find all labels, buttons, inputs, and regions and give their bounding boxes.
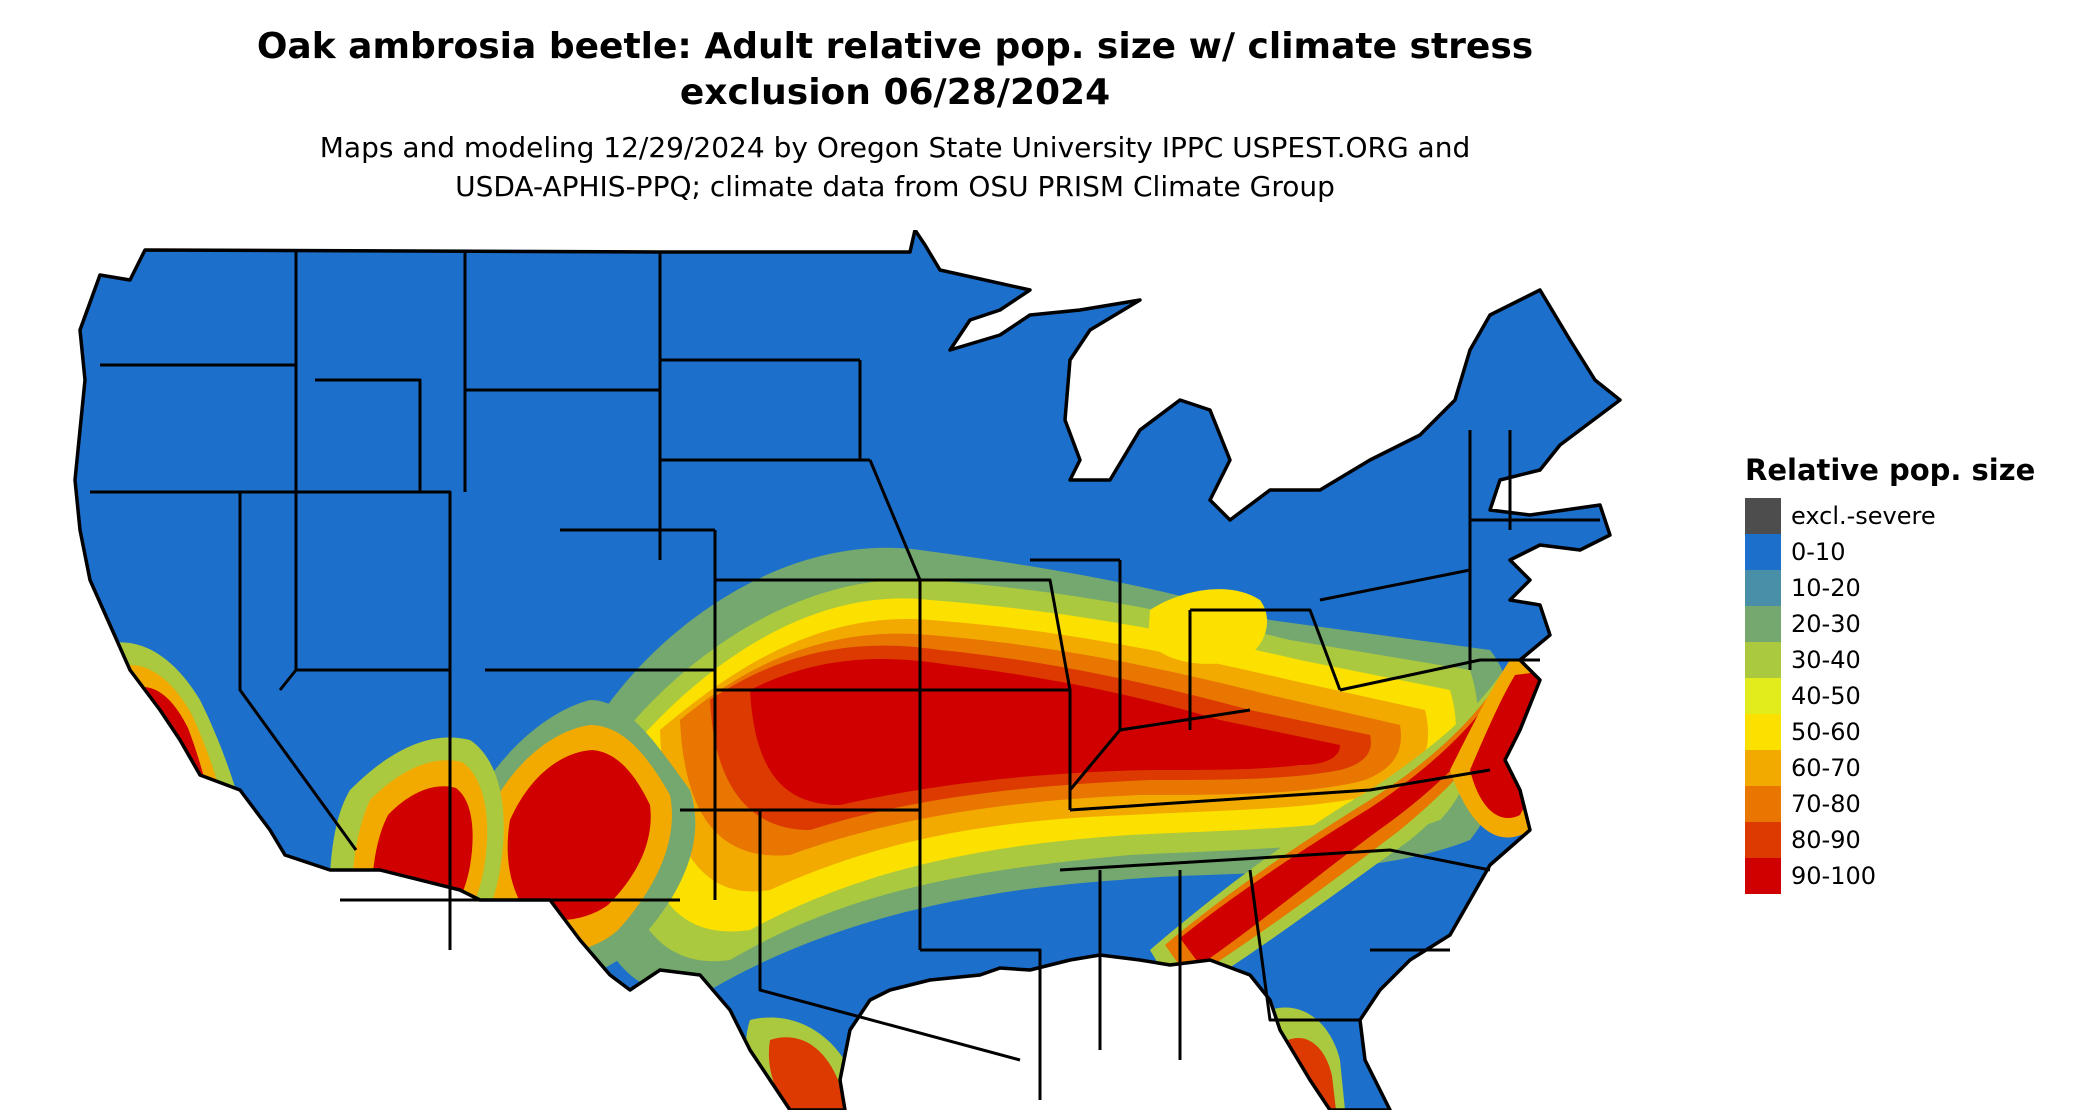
legend-item: 40-50 [1745,678,2085,714]
border-line [238,492,358,851]
border-line [758,810,1021,1062]
border-line [1059,848,1491,872]
border-line [1248,869,1360,1022]
legend-swatch [1745,534,1781,570]
border-line [240,490,452,670]
legend-item: 0-10 [1745,534,2085,570]
map-title-line-2: exclusion 06/28/2024 [679,72,1111,113]
legend-label: 80-90 [1791,826,1861,854]
legend-item: 80-90 [1745,822,2085,858]
legend-label: 30-40 [1791,646,1861,674]
legend-items: excl.-severe 0-10 10-20 20-30 30-40 40-50 50-6… [1745,498,2085,894]
us-outline-border [73,230,1622,1110]
border-line [920,948,1042,1100]
legend-item: 50-60 [1745,714,2085,750]
population-zone [768,1037,845,1110]
legend-item: 10-20 [1745,570,2085,606]
population-zone [507,750,651,920]
border-line [1119,708,1251,732]
map-subtitle: Maps and modeling 12/29/2024 by Oregon S… [190,128,1600,206]
legend-swatch [1745,642,1781,678]
legend-swatch [1745,678,1781,714]
population-zone [750,659,1340,805]
border-line [920,688,1072,810]
legend-label: 60-70 [1791,754,1861,782]
map-subtitle-line-2: USDA-APHIS-PPQ; climate data from OSU PR… [455,170,1335,203]
map-title: Oak ambrosia beetle: Adult relative pop.… [190,24,1600,116]
legend-item: excl.-severe [1745,498,2085,534]
legend-swatch [1745,858,1781,894]
legend-item: 90-100 [1745,858,2085,894]
legend-item: 70-80 [1745,786,2085,822]
midwest-belt-zone [578,547,1512,994]
border-line [1069,768,1491,812]
population-zone [1148,589,1268,664]
legend-swatch [1745,822,1781,858]
legend-label: 10-20 [1791,574,1861,602]
legend-swatch [1745,606,1781,642]
legend-label: 0-10 [1791,538,1846,566]
border-line [315,378,422,492]
legend: Relative pop. size excl.-severe 0-10 10-20… [1745,452,2085,894]
legend-item: 20-30 [1745,606,2085,642]
legend-title: Relative pop. size [1745,453,2036,487]
legend-swatch [1745,786,1781,822]
us-population-map [73,230,1622,1110]
legend-label: excl.-severe [1791,502,1936,530]
legend-item: 60-70 [1745,750,2085,786]
map-subtitle-line-1: Maps and modeling 12/29/2024 by Oregon S… [319,131,1471,164]
legend-swatch [1745,714,1781,750]
map-title-line-1: Oak ambrosia beetle: Adult relative pop.… [256,26,1534,67]
legend-label: 70-80 [1791,790,1861,818]
population-zone [1180,700,1503,965]
legend-swatch [1745,570,1781,606]
legend-label: 90-100 [1791,862,1877,890]
border-line [910,578,1072,691]
great-lakes-zone [1148,589,1268,664]
legend-label: 50-60 [1791,718,1861,746]
legend-item: 30-40 [1745,642,2085,678]
border-line [1190,608,1342,691]
legend-label: 40-50 [1791,682,1861,710]
state-borders [90,252,1600,1100]
legend-swatch [1745,750,1781,786]
legend-swatch [1745,498,1781,534]
legend-label: 20-30 [1791,610,1861,638]
